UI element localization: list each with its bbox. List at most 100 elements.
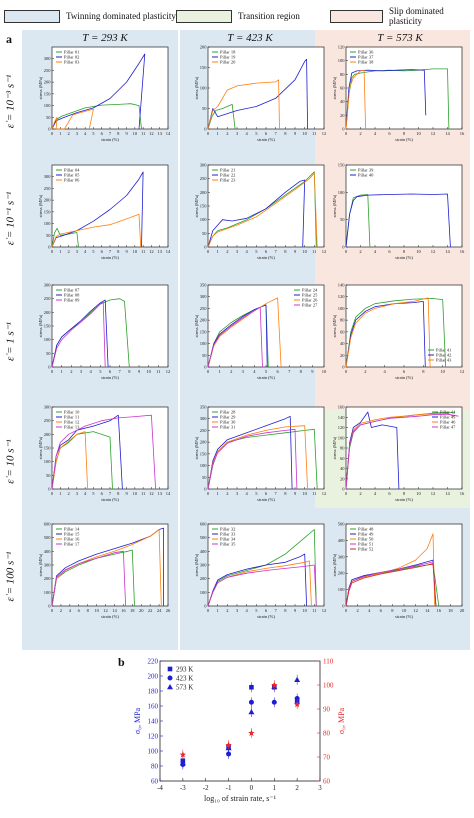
- y-tick-label: 300: [44, 56, 52, 61]
- y-axis-label: stress (MPa): [194, 553, 199, 576]
- x-tick-label: 1: [59, 491, 61, 496]
- x-tick-label: 0: [345, 249, 348, 254]
- y-tick-label: 100: [44, 459, 52, 464]
- series-line: [207, 415, 293, 490]
- legend-label: Pillar 35: [220, 542, 236, 547]
- legend-label: Pillar 46: [440, 420, 456, 425]
- row-label-3: ε̇ = 1 s⁻¹: [4, 322, 17, 361]
- y-tick-label: 200: [200, 45, 208, 50]
- x-tick-label: 7: [288, 369, 291, 374]
- panel-label-b: b: [118, 655, 125, 669]
- data-point: [271, 681, 278, 688]
- x-tick-label: 11: [141, 249, 145, 254]
- y-left-tick-label: 60: [151, 777, 159, 785]
- y-tick-label: 50: [202, 106, 207, 111]
- x-tick-label: 4: [246, 491, 249, 496]
- x-tick-label: 6: [276, 369, 279, 374]
- x-tick-label: 3: [242, 369, 245, 374]
- x-tick-label: 0: [51, 491, 54, 496]
- y-tick-label: 0: [342, 365, 345, 370]
- x-tick-label: 4: [374, 131, 377, 136]
- y-right-tick-label: 60: [323, 777, 331, 785]
- x-tick-label: 12: [431, 249, 436, 254]
- legend-label: Pillar 05: [64, 173, 80, 178]
- x-tick-label: 6: [265, 249, 268, 254]
- x-tick-label: 16: [460, 249, 465, 254]
- x-tick-label: 2: [226, 131, 228, 136]
- x-tick-label: 2: [230, 369, 232, 374]
- series-line: [345, 411, 400, 490]
- x-tick-label: 10: [133, 131, 138, 136]
- x-tick-label: 5: [92, 131, 95, 136]
- x-axis-label: strain (%): [101, 497, 119, 502]
- y-tick-label: 100: [200, 341, 208, 346]
- x-tick-label: 13: [157, 491, 162, 496]
- y-tick-label: 0: [48, 245, 51, 250]
- x-tick-label: 6: [388, 249, 391, 254]
- x-tick-label: 0: [51, 369, 54, 374]
- x-axis-label: strain (%): [257, 497, 275, 502]
- y-tick-label: 20: [340, 113, 345, 118]
- x-tick-label: 10: [440, 369, 445, 374]
- x-tick-label: 16: [460, 491, 465, 496]
- y-tick-label: 300: [200, 563, 208, 568]
- x-tick-label: 5: [255, 131, 258, 136]
- row-label-5: ε̇ = 100 s⁻¹: [4, 551, 17, 602]
- y-left-axis-label: σ₀, MPa: [133, 707, 142, 734]
- legend-label: Pillar 25: [302, 293, 318, 298]
- x-tick-label: 6: [101, 131, 104, 136]
- x-axis-label: strain (%): [257, 614, 275, 619]
- x-tick-label: 12: [322, 608, 327, 613]
- x-tick-label: 2: [226, 491, 228, 496]
- series-line: [51, 108, 94, 130]
- y-tick-label: 50: [340, 217, 345, 222]
- y-tick-label: 150: [338, 163, 346, 168]
- x-tick-label: -2: [203, 784, 209, 792]
- stress-strain-panel-r3c1: 0 1 2 3 4 5 6 7 8 9 10 11 12050100150200250300350str…: [194, 405, 326, 502]
- x-tick-label: 2: [67, 491, 69, 496]
- x-tick-label: 26: [166, 608, 171, 613]
- x-tick-label: 12: [460, 369, 465, 374]
- series-line: [207, 428, 298, 490]
- legend-label: Pillar 29: [220, 415, 236, 420]
- x-tick-label: 6: [403, 369, 406, 374]
- x-tick-label: 7: [275, 491, 278, 496]
- x-tick-label: 5: [92, 249, 95, 254]
- y-tick-label: 300: [200, 416, 208, 421]
- series-line: [345, 297, 431, 368]
- y-tick-label: 80: [340, 72, 345, 77]
- x-tick-label: 2: [67, 249, 69, 254]
- series-line: [51, 213, 142, 248]
- x-tick-label: 9: [125, 249, 128, 254]
- y-axis-label: stress (MPa): [194, 76, 199, 99]
- x-tick-label: 8: [117, 131, 120, 136]
- y-tick-label: 50: [202, 475, 207, 480]
- x-tick-label: 1: [273, 784, 277, 792]
- y-right-axis-label: σ₀, MPa: [337, 707, 346, 734]
- y-left-tick-label: 120: [148, 732, 159, 740]
- x-tick-label: 4: [69, 608, 72, 613]
- x-tick-label: 12: [166, 369, 171, 374]
- x-tick-label: 7: [275, 608, 278, 613]
- plot-frame: [207, 406, 325, 490]
- x-axis-label: strain (%): [395, 375, 413, 380]
- y-tick-label: 120: [338, 45, 346, 50]
- y-tick-label: 150: [44, 446, 52, 451]
- y-tick-label: 250: [44, 296, 52, 301]
- x-tick-label: 0: [345, 369, 348, 374]
- x-tick-label: 3: [80, 369, 83, 374]
- y-tick-label: 500: [44, 535, 52, 540]
- y-right-tick-label: 80: [323, 729, 331, 737]
- x-tick-label: 11: [312, 131, 316, 136]
- legend-label: Pillar 21: [220, 168, 235, 173]
- x-axis-label: strain (%): [395, 497, 413, 502]
- legend-label: Pillar 19: [220, 55, 236, 60]
- x-tick-label: 6: [109, 369, 112, 374]
- y-axis-label: stress (MPa): [38, 194, 43, 217]
- y-axis-label: stress (MPa): [332, 194, 337, 217]
- y-tick-label: 150: [200, 65, 208, 70]
- x-tick-label: 10: [94, 608, 99, 613]
- legend-label: Pillar 49: [358, 532, 374, 537]
- y-tick-label: 100: [44, 103, 52, 108]
- y-tick-label: 40: [340, 341, 345, 346]
